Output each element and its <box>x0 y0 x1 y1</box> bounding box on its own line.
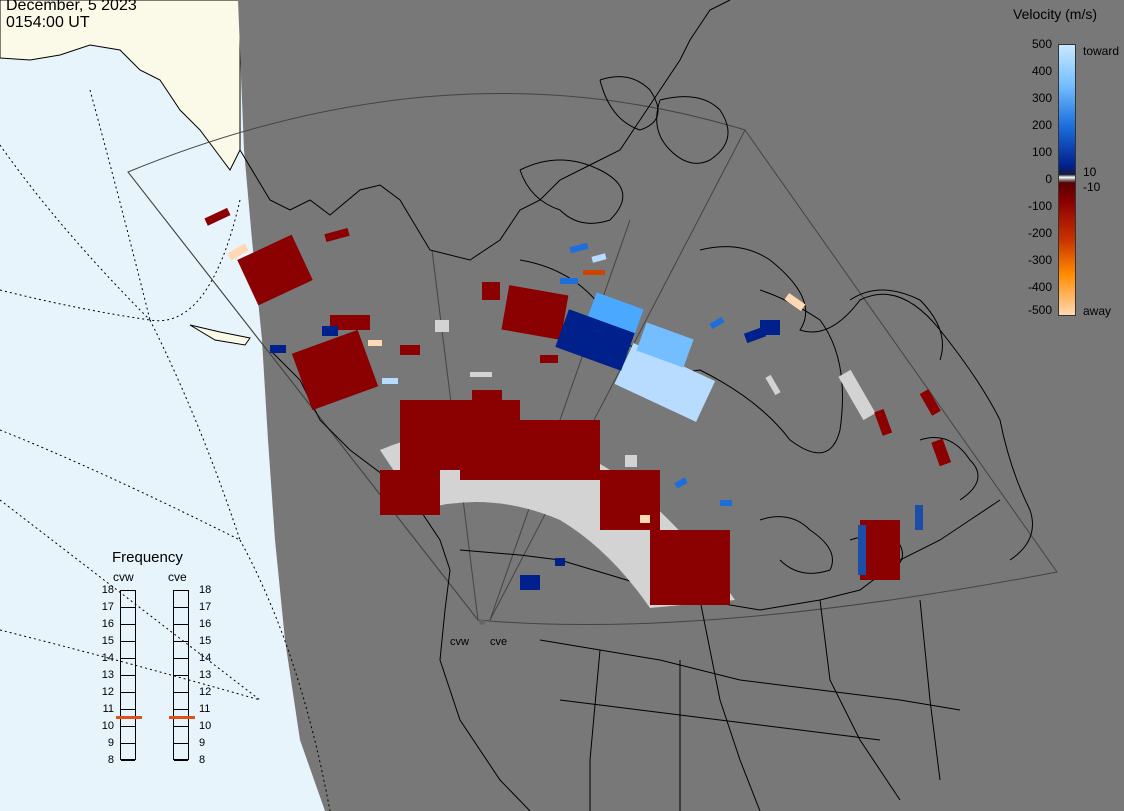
frequency-gauge-gridline <box>174 692 188 693</box>
frequency-gauge-gridline <box>121 692 135 693</box>
frequency-scale-label-left: 15 <box>101 635 114 647</box>
frequency-radar-label-cvw: cvw <box>113 570 134 584</box>
frequency-gauge-cve <box>173 590 189 760</box>
frequency-gauge-gridline <box>121 760 135 761</box>
colorbar-title: Velocity (m/s) <box>1013 6 1098 22</box>
frequency-scale-label-right: 13 <box>199 669 212 681</box>
frequency-gauge-gridline <box>121 726 135 727</box>
frequency-scale-label-right: 15 <box>199 635 212 647</box>
alaska-daylight-land <box>0 0 241 171</box>
frequency-scale-label-left: 14 <box>101 652 114 664</box>
frequency-scale-label-right: 18 <box>199 584 212 596</box>
frequency-gauge-gridline <box>121 658 135 659</box>
radar-site-label-cve: cve <box>490 636 508 648</box>
colorbar-toward-label: toward <box>1083 44 1120 58</box>
frequency-gauge-gridline <box>174 607 188 608</box>
plot-date: December, 5 2023 <box>6 0 137 14</box>
frequency-marker-cve <box>169 716 195 719</box>
colorbar-tick-label: 500 <box>1031 37 1052 51</box>
colorbar-tick-label: -100 <box>1027 199 1052 213</box>
frequency-gauge-cvw <box>120 590 136 760</box>
coordinate-grid <box>0 89 331 811</box>
frequency-scale-label-left: 9 <box>107 737 114 749</box>
colorbar-tick-label: 0 <box>1045 172 1052 186</box>
frequency-scale-label-right: 11 <box>199 703 211 715</box>
frequency-gauge-gridline <box>121 743 135 744</box>
frequency-gauge-gridline <box>121 675 135 676</box>
frequency-scale-label-left: 8 <box>107 754 114 766</box>
frequency-scale-label-left: 16 <box>101 618 114 630</box>
colorbar-tick-label: -200 <box>1027 226 1052 240</box>
frequency-scale-label-left: 12 <box>101 686 114 698</box>
frequency-gauge-gridline <box>174 709 188 710</box>
frequency-scale-label-right: 9 <box>199 737 206 749</box>
colorbar-tick-label: -300 <box>1027 253 1052 267</box>
frequency-gauge-gridline <box>174 624 188 625</box>
frequency-gauge-gridline <box>174 641 188 642</box>
velocity-away-light-blocks <box>227 243 806 523</box>
frequency-marker-cvw <box>116 716 142 719</box>
colorbar-tick-label: -400 <box>1027 280 1052 294</box>
frequency-scale-label-left: 10 <box>101 720 114 732</box>
frequency-gauge-gridline <box>174 760 188 761</box>
frequency-radar-label-cve: cve <box>168 570 187 584</box>
frequency-gauge-gridline <box>174 658 188 659</box>
velocity-colorbar <box>1058 44 1076 316</box>
colorbar-tick-label: 300 <box>1031 91 1052 105</box>
coastlines <box>239 0 1033 811</box>
radar-site-marker <box>479 619 485 625</box>
velocity-away-blocks <box>204 207 952 605</box>
velocity-toward-blocks <box>270 242 923 590</box>
aleutian-island <box>189 324 251 346</box>
colorbar-tick-label: 10 <box>1083 165 1097 179</box>
frequency-gauge-gridline <box>121 709 135 710</box>
frequency-title: Frequency <box>112 549 183 566</box>
frequency-gauge-gridline <box>174 743 188 744</box>
frequency-scale-label-right: 10 <box>199 720 212 732</box>
frequency-gauge-gridline <box>121 641 135 642</box>
colorbar-tick-label: -500 <box>1027 303 1052 317</box>
frequency-scale-label-right: 12 <box>199 686 212 698</box>
frequency-scale-label-left: 18 <box>101 584 114 596</box>
frequency-scale-label-left: 13 <box>101 669 114 681</box>
colorbar-away-label: away <box>1083 304 1112 318</box>
frequency-gauge-gridline <box>121 624 135 625</box>
colorbar-tick-label: 100 <box>1031 145 1052 159</box>
colorbar-tick-label: 200 <box>1031 118 1052 132</box>
frequency-scale-label-right: 14 <box>199 652 212 664</box>
colorbar-tick-label: -10 <box>1083 180 1101 194</box>
frequency-scale-label-right: 8 <box>199 754 206 766</box>
frequency-scale-label-right: 16 <box>199 618 212 630</box>
frequency-gauge-gridline <box>121 607 135 608</box>
frequency-gauge-gridline <box>174 675 188 676</box>
plot-time: 0154:00 UT <box>6 14 90 31</box>
frequency-scale-label-left: 17 <box>101 601 114 613</box>
frequency-scale-label-left: 11 <box>102 703 114 715</box>
colorbar-tick-label: 400 <box>1031 64 1052 78</box>
radar-site-label-cvw: cvw <box>450 636 469 648</box>
frequency-scale-label-right: 17 <box>199 601 212 613</box>
frequency-gauge-gridline <box>174 726 188 727</box>
